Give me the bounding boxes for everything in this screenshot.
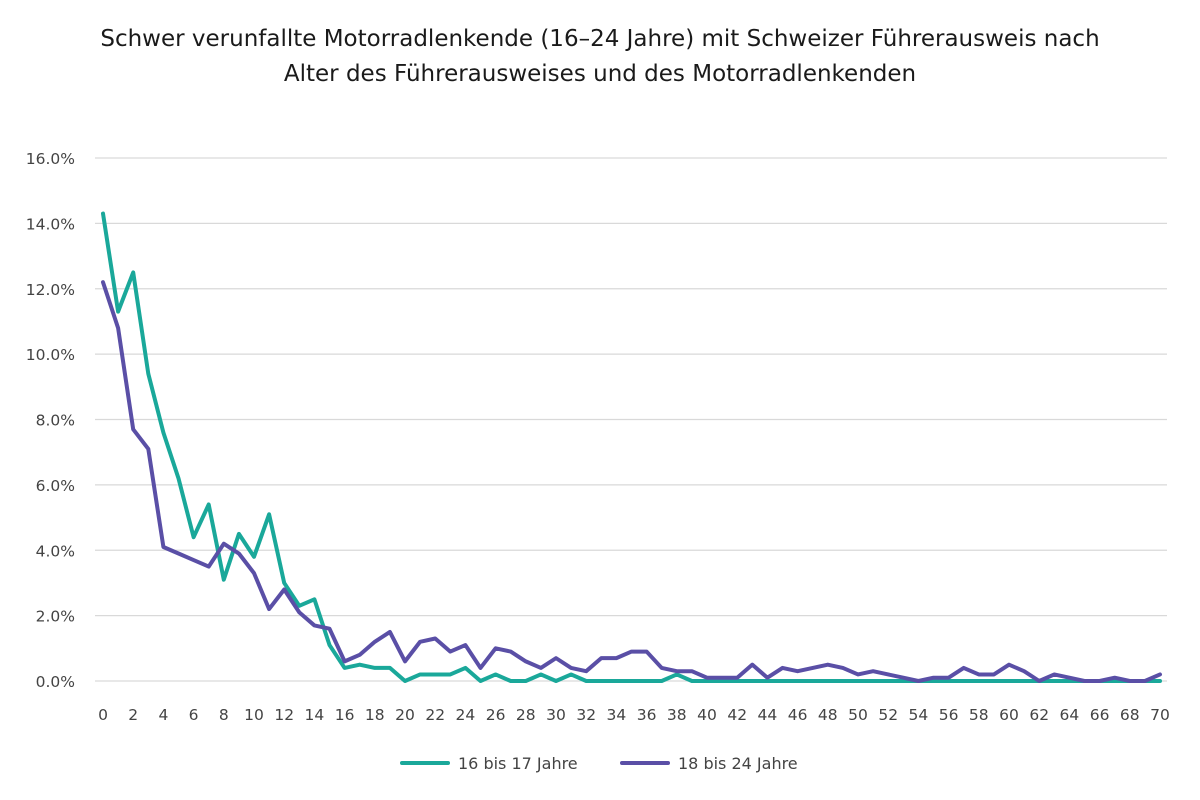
y-tick-label: 2.0%	[36, 608, 75, 626]
x-tick-label: 46	[788, 706, 808, 724]
chart-title: Schwer verunfallte Motorradlenkende (16–…	[100, 26, 1100, 87]
x-tick-label: 62	[1029, 706, 1049, 724]
y-tick-label: 8.0%	[36, 412, 75, 430]
y-tick-label: 4.0%	[36, 542, 75, 560]
x-tick-label: 42	[727, 706, 747, 724]
x-tick-label: 4	[158, 706, 168, 724]
x-tick-label: 68	[1120, 706, 1140, 724]
gridlines	[95, 157, 1167, 682]
x-tick-label: 54	[909, 706, 929, 724]
y-axis-tick-labels: 0.0% 2.0% 4.0% 6.0% 8.0% 10.0% 12.0% 14.0% 16.0%	[26, 150, 75, 691]
x-tick-label: 60	[999, 706, 1019, 724]
x-axis-tick-labels: 0 2 4 6 8 10 12 14 16 18 20 22 24 26 28 30 32 34 36 38 40 42 4…	[98, 706, 1170, 724]
x-tick-label: 6	[189, 706, 199, 724]
x-tick-label: 0	[98, 706, 108, 724]
x-tick-label: 12	[274, 706, 294, 724]
x-tick-label: 52	[878, 706, 898, 724]
x-tick-label: 64	[1060, 706, 1080, 724]
x-tick-label: 36	[637, 706, 657, 724]
legend-label-1: 16 bis 17 Jahre	[458, 754, 578, 773]
x-tick-label: 24	[456, 706, 476, 724]
y-tick-label: 12.0%	[26, 281, 75, 299]
x-tick-label: 32	[576, 706, 596, 724]
x-tick-label: 2	[128, 706, 138, 724]
x-tick-label: 70	[1150, 706, 1170, 724]
x-tick-label: 34	[607, 706, 627, 724]
x-tick-label: 44	[758, 706, 778, 724]
y-tick-label: 14.0%	[26, 215, 75, 233]
x-tick-label: 38	[667, 706, 687, 724]
x-tick-label: 66	[1090, 706, 1110, 724]
y-tick-label: 10.0%	[26, 346, 75, 364]
y-tick-label: 6.0%	[36, 477, 75, 495]
x-tick-label: 20	[395, 706, 415, 724]
x-tick-label: 10	[244, 706, 264, 724]
series-line-1	[101, 211, 1162, 683]
x-tick-label: 28	[516, 706, 536, 724]
series-line-2	[101, 280, 1162, 683]
x-tick-label: 18	[365, 706, 385, 724]
legend-label-2: 18 bis 24 Jahre	[678, 754, 798, 773]
x-tick-label: 56	[939, 706, 959, 724]
y-tick-label: 0.0%	[36, 673, 75, 691]
x-tick-label: 40	[697, 706, 717, 724]
x-tick-label: 30	[546, 706, 566, 724]
x-tick-label: 22	[425, 706, 445, 724]
x-tick-label: 14	[305, 706, 325, 724]
x-tick-label: 26	[486, 706, 506, 724]
x-tick-label: 16	[335, 706, 355, 724]
x-tick-label: 48	[818, 706, 838, 724]
series-lines	[101, 211, 1162, 683]
x-tick-label: 8	[219, 706, 229, 724]
y-tick-label: 16.0%	[26, 150, 75, 168]
legend: 16 bis 17 Jahre 18 bis 24 Jahre	[400, 754, 798, 773]
x-tick-label: 50	[848, 706, 868, 724]
x-tick-label: 58	[969, 706, 989, 724]
